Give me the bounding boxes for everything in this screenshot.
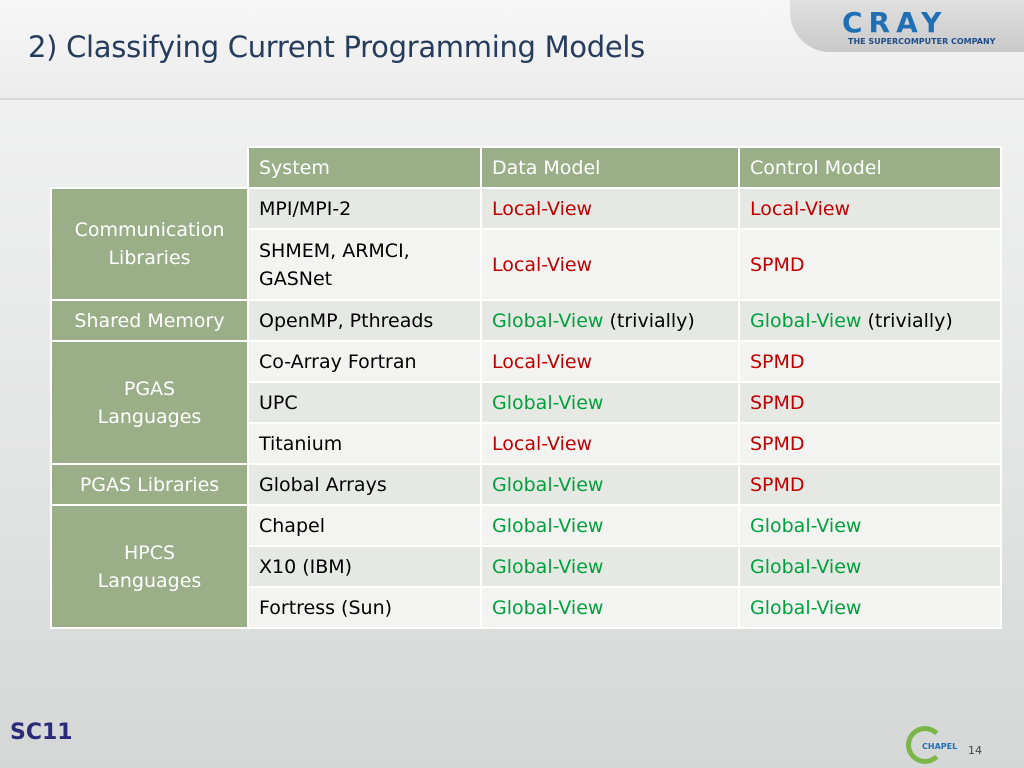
header-row: System Data Model Control Model <box>51 146 1002 189</box>
group-label: PGAS Languages <box>50 340 249 465</box>
sc-logo: SC11 <box>10 720 73 745</box>
data-cell: Local-View <box>480 422 740 465</box>
data-cell: Local-View <box>480 340 740 383</box>
system-cell: Global Arrays <box>247 463 482 506</box>
row: SHMEM, ARMCI, GASNet Local-View SPMD <box>51 228 1002 301</box>
data-cell: Local-View <box>480 187 740 230</box>
title: 2) Classifying Current Programming Model… <box>28 30 645 64</box>
corner <box>51 147 248 188</box>
model: Global-View <box>750 555 862 578</box>
system-cell: UPC <box>247 381 482 424</box>
column-header: Data Model <box>480 146 740 189</box>
model: Global-View <box>750 596 862 619</box>
data-cell: Global-View <box>480 545 740 588</box>
model: SPMD <box>750 253 805 276</box>
model: Global-View <box>750 309 862 332</box>
control-cell: SPMD <box>738 463 1002 506</box>
model: Global-View <box>492 514 604 537</box>
row: HPCS Languages Chapel Global-View Global-Vi… <box>50 504 1002 629</box>
row: Titanium Local-View SPMD <box>51 422 1002 465</box>
page-number: 14 <box>968 744 982 757</box>
model: Global-View <box>492 391 604 414</box>
row: Shared Memory OpenMP, Pthreads Global-View… <box>50 299 1002 342</box>
data-cell: Global-View <box>480 586 740 629</box>
column-header: Control Model <box>738 146 1002 189</box>
model: Local-View <box>492 253 593 276</box>
data-cell: Global-View (trivially) <box>480 299 740 342</box>
system-cell: X10 (IBM) <box>247 545 482 588</box>
model-note: (trivially) <box>609 309 695 332</box>
system-cell: Titanium <box>247 422 482 465</box>
model: SPMD <box>750 432 805 455</box>
model: SPMD <box>750 473 805 496</box>
model: Local-View <box>492 432 593 455</box>
model: Global-View <box>492 309 604 332</box>
system-cell: Fortress (Sun) <box>247 586 482 629</box>
models-table: System Data Model Control Model Communicati… <box>50 146 1002 629</box>
system-cell: OpenMP, Pthreads <box>247 299 482 342</box>
row: Communication Libraries MPI/MPI-2 Local-Vi… <box>50 187 1002 301</box>
model: Local-View <box>492 197 593 220</box>
column-header: System <box>247 146 482 189</box>
model-note: (trivially) <box>867 309 953 332</box>
system-cell: Chapel <box>247 504 482 547</box>
group-label: HPCS Languages <box>50 504 249 629</box>
control-cell: SPMD <box>738 228 1002 301</box>
control-cell: Global-View <box>738 545 1002 588</box>
group-label: Shared Memory <box>50 299 249 342</box>
group-label: Communication Libraries <box>50 187 249 301</box>
system-cell: Co-Array Fortran <box>247 340 482 383</box>
control-cell: Local-View <box>738 187 1002 230</box>
system-cell: SHMEM, ARMCI, GASNet <box>247 228 482 301</box>
model: SPMD <box>750 391 805 414</box>
logo-back <box>790 0 1024 52</box>
control-cell: SPMD <box>738 381 1002 424</box>
row: X10 (IBM) Global-View Global-View <box>51 545 1002 588</box>
model: Local-View <box>750 197 851 220</box>
row: Fortress (Sun) Global-View Global-View <box>51 586 1002 629</box>
model: Global-View <box>492 473 604 496</box>
data-cell: Global-View <box>480 463 740 506</box>
control-cell: SPMD <box>738 340 1002 383</box>
model: Global-View <box>492 596 604 619</box>
control-cell: SPMD <box>738 422 1002 465</box>
chapel-ring <box>906 726 944 764</box>
model: Global-View <box>492 555 604 578</box>
data-cell: Local-View <box>480 228 740 301</box>
data-cell: Global-View <box>480 381 740 424</box>
control-cell: Global-View (trivially) <box>738 299 1002 342</box>
model: Global-View <box>750 514 862 537</box>
control-cell: Global-View <box>738 586 1002 629</box>
tagline: THE SUPERCOMPUTER COMPANY <box>848 37 996 46</box>
model: SPMD <box>750 350 805 373</box>
model: Local-View <box>492 350 593 373</box>
row: PGAS Libraries Global Arrays Global-View SP… <box>50 463 1002 506</box>
cray-logo: CRAY <box>842 6 948 39</box>
data-cell: Global-View <box>480 504 740 547</box>
chapel-logo: CHAPEL <box>922 742 958 751</box>
row: PGAS Languages Co-Array Fortran Local-View… <box>50 340 1002 465</box>
control-cell: Global-View <box>738 504 1002 547</box>
system-cell: MPI/MPI-2 <box>247 187 482 230</box>
row: UPC Global-View SPMD <box>51 381 1002 424</box>
group-label: PGAS Libraries <box>50 463 249 506</box>
